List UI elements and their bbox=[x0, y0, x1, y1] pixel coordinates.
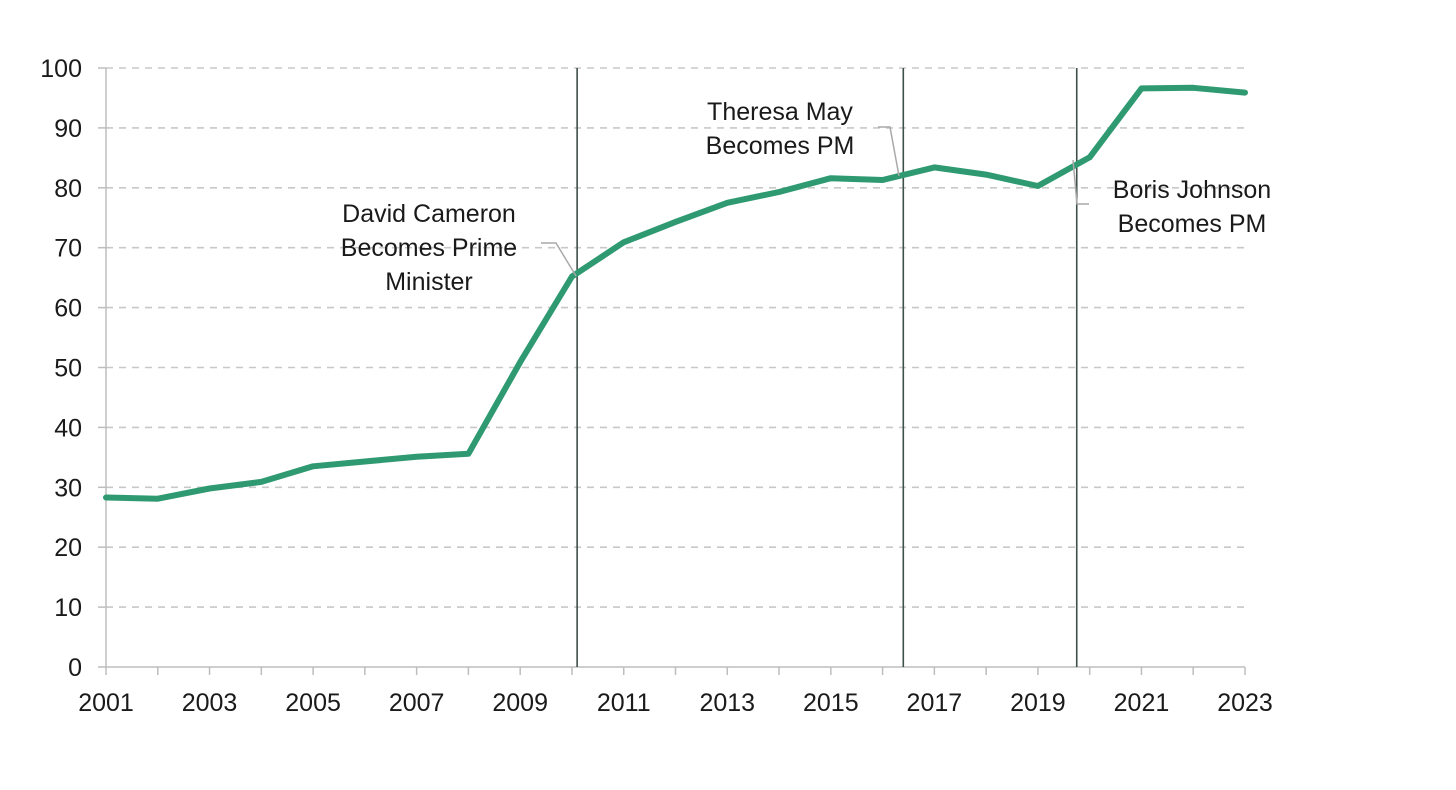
x-tick-label: 2021 bbox=[1114, 689, 1170, 717]
data-point bbox=[673, 219, 678, 225]
annotation-label: Becomes PM bbox=[706, 132, 855, 160]
data-point bbox=[880, 177, 886, 183]
data-point bbox=[569, 273, 575, 279]
annotation-label: Minister bbox=[385, 268, 473, 296]
data-point bbox=[983, 172, 989, 178]
x-tick-label: 2019 bbox=[1010, 689, 1066, 717]
annotation-label: David Cameron bbox=[342, 200, 516, 228]
x-tick-label: 2001 bbox=[78, 689, 134, 717]
x-tick-label: 2003 bbox=[182, 689, 238, 717]
axes bbox=[98, 67, 1246, 675]
annotation-leader bbox=[878, 126, 900, 177]
data-point bbox=[1035, 183, 1041, 189]
x-tick-label: 2007 bbox=[389, 689, 445, 717]
data-point bbox=[362, 459, 368, 465]
annotation-label: Becomes Prime bbox=[341, 234, 517, 262]
data-point bbox=[1138, 85, 1144, 91]
gridlines bbox=[106, 67, 1245, 608]
x-tick-label: 2011 bbox=[597, 689, 651, 717]
data-point bbox=[517, 359, 523, 365]
y-tick-label: 80 bbox=[54, 175, 82, 203]
x-tick-label: 2015 bbox=[803, 689, 859, 717]
data-point bbox=[207, 485, 213, 491]
annotation-label: Theresa May bbox=[707, 98, 853, 126]
y-tick-label: 70 bbox=[54, 235, 82, 263]
data-point bbox=[828, 175, 834, 181]
x-tick-label: 2017 bbox=[907, 689, 963, 717]
y-tick-label: 60 bbox=[54, 295, 82, 323]
data-point bbox=[155, 496, 161, 502]
y-tick-label: 90 bbox=[54, 115, 82, 143]
data-point bbox=[465, 451, 471, 457]
y-tick-label: 20 bbox=[54, 534, 82, 562]
x-tick-labels: 2001 2003 2005 2007 2009 2011 2013 2015 2017 2019… bbox=[78, 689, 1273, 717]
data-point bbox=[1087, 154, 1093, 160]
annotation-label: Becomes PM bbox=[1118, 210, 1267, 238]
y-tick-label: 50 bbox=[54, 355, 82, 383]
y-tick-label: 30 bbox=[54, 474, 82, 502]
x-tick-label: 2023 bbox=[1217, 689, 1273, 717]
x-tick-label: 2009 bbox=[492, 689, 548, 717]
annotation-leader bbox=[1072, 159, 1089, 205]
x-tick-label: 2013 bbox=[699, 689, 755, 717]
data-point bbox=[621, 239, 627, 245]
data-point bbox=[414, 454, 420, 460]
annotations: David Cameron Becomes Prime Minister Theres… bbox=[341, 98, 1271, 296]
data-point bbox=[258, 479, 264, 485]
annotation-label: Boris Johnson bbox=[1113, 176, 1271, 204]
data-point bbox=[1242, 90, 1248, 96]
data-point bbox=[776, 189, 782, 195]
annotation-leader bbox=[541, 242, 577, 277]
x-tick-label: 2005 bbox=[285, 689, 341, 717]
data-point bbox=[1190, 85, 1196, 91]
series-line bbox=[103, 84, 1248, 502]
y-tick-label: 40 bbox=[54, 414, 82, 442]
data-point bbox=[724, 200, 730, 206]
series bbox=[103, 84, 1248, 502]
y-tick-label: 0 bbox=[68, 654, 82, 682]
data-point bbox=[310, 463, 316, 469]
y-tick-label: 100 bbox=[40, 55, 82, 83]
y-tick-label: 10 bbox=[54, 594, 82, 622]
y-tick-labels: 0 10 20 30 40 50 60 70 80 90 100 bbox=[40, 55, 82, 682]
data-point bbox=[931, 164, 937, 170]
data-point bbox=[103, 494, 109, 500]
